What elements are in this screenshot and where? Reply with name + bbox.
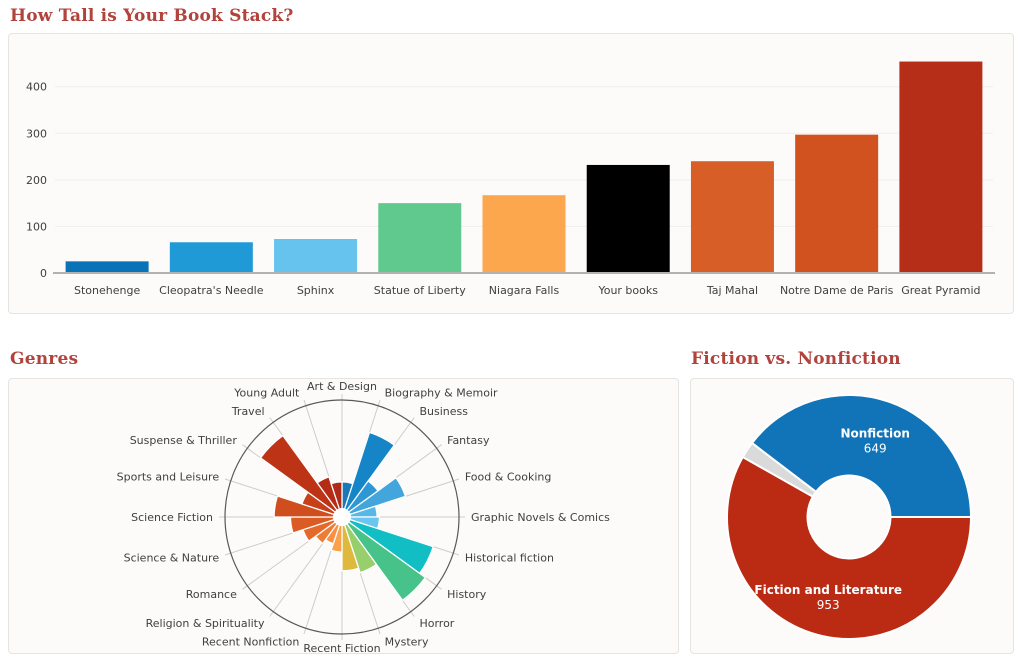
polar-category-label: Suspense & Thriller (130, 434, 238, 447)
polar-category-label: Recent Nonfiction (202, 636, 300, 649)
slice-label: Fiction and Literature (754, 583, 902, 597)
x-category-label: Niagara Falls (489, 284, 560, 297)
polar-center-hub (333, 508, 351, 526)
bar-cleopatra-s-needle[interactable] (169, 242, 253, 273)
polar-category-label: Young Adult (233, 386, 300, 399)
polar-category-label: Sports and Leisure (117, 471, 220, 484)
polar-category-label: Romance (186, 588, 237, 601)
y-tick-label: 400 (26, 81, 47, 94)
y-tick-label: 200 (26, 174, 47, 187)
bar-niagara-falls[interactable] (482, 195, 566, 273)
polar-category-label: Biography & Memoir (385, 386, 498, 399)
wedge-horror[interactable] (341, 516, 378, 574)
bar-great-pyramid[interactable] (899, 61, 983, 273)
polar-category-label: Recent Fiction (303, 642, 380, 653)
genres-title: Genres (10, 349, 79, 369)
x-category-label: Sphinx (297, 284, 335, 297)
slice-value: 953 (817, 598, 840, 612)
x-category-label: Stonehenge (74, 284, 140, 297)
wedge-travel[interactable] (316, 476, 343, 518)
bar-your-books[interactable] (586, 164, 670, 273)
polar-category-label: Travel (231, 405, 265, 418)
book-stack-title: How Tall is Your Book Stack? (10, 6, 294, 26)
polar-category-label: Science & Nature (124, 551, 220, 564)
x-category-label: Statue of Liberty (374, 284, 466, 297)
slice-value: 649 (864, 442, 887, 456)
slice-label: Nonfiction (840, 427, 909, 441)
wedge-mystery[interactable] (341, 516, 360, 572)
x-category-label: Notre Dame de Paris (780, 284, 894, 297)
bar-sphinx[interactable] (274, 239, 358, 273)
polar-category-label: Horror (419, 617, 454, 630)
wedge-suspense-thriller[interactable] (259, 434, 343, 518)
bar-statue-of-liberty[interactable] (378, 203, 462, 273)
polar-category-label: Art & Design (307, 380, 377, 393)
genres-panel: Art & Design Biography & Memoir Business Fa… (8, 378, 679, 654)
wedge-young-adult[interactable] (330, 481, 343, 518)
polar-outer-ring (224, 399, 460, 635)
polar-category-label: Mystery (385, 636, 429, 649)
slice-nonfiction[interactable] (750, 394, 973, 518)
y-tick-label: 0 (40, 267, 47, 280)
wedge-fantasy[interactable] (341, 476, 407, 518)
bar-stonehenge[interactable] (65, 261, 149, 273)
book-stack-panel: 0 100 200 300 400 Stonehenge Cleopatra's Needl… (8, 33, 1014, 314)
x-category-label: Cleopatra's Needle (159, 284, 264, 297)
y-tick-label: 300 (26, 127, 47, 140)
fiction-nonfiction-title: Fiction vs. Nonfiction (691, 349, 901, 369)
polar-category-label: Food & Cooking (465, 471, 551, 484)
slice-fiction-and-literature[interactable] (726, 455, 973, 640)
bar-notre-dame-de-paris[interactable] (795, 134, 879, 273)
fiction-nonfiction-panel: Fiction and Literature 953 Nonfiction 649 (690, 378, 1014, 654)
y-tick-label: 100 (26, 220, 47, 233)
polar-category-label: Religion & Spirituality (146, 617, 265, 630)
wedge-biography-memoir[interactable] (341, 431, 396, 518)
polar-category-label: History (447, 588, 487, 601)
polar-category-label: Science Fiction (131, 511, 213, 524)
polar-category-label: Fantasy (447, 434, 490, 447)
bar-taj-mahal[interactable] (690, 161, 774, 273)
x-category-label: Great Pyramid (901, 284, 980, 297)
x-category-label: Taj Mahal (706, 284, 758, 297)
wedge-history[interactable] (341, 516, 427, 602)
polar-category-label: Historical fiction (465, 551, 554, 564)
book-stack-bar-chart[interactable]: 0 100 200 300 400 Stonehenge Cleopatra's Needl… (9, 34, 1013, 313)
polar-category-label: Business (419, 405, 468, 418)
polar-category-label: Graphic Novels & Comics (471, 511, 610, 524)
genres-polar-chart[interactable]: Art & Design Biography & Memoir Business Fa… (9, 379, 678, 653)
x-category-label: Your books (597, 284, 658, 297)
